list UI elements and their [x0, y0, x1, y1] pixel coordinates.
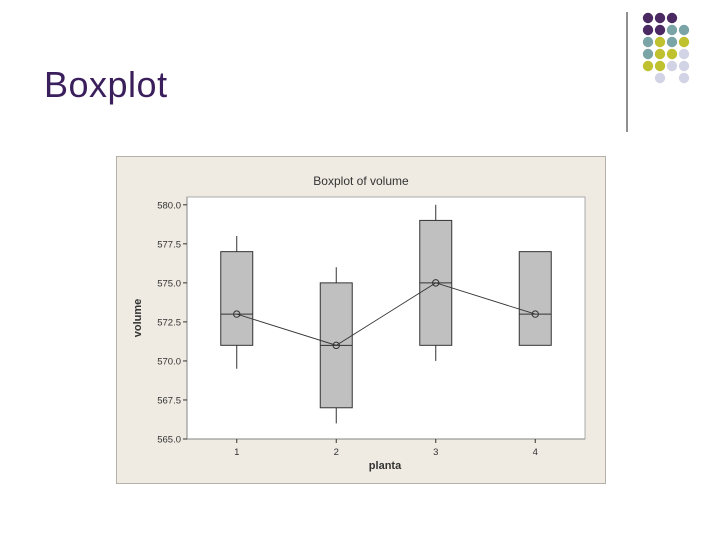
y-tick-label: 572.5	[157, 317, 181, 328]
x-axis-label: planta	[369, 460, 402, 472]
x-tick-label: 2	[334, 447, 339, 458]
decorative-dot	[654, 60, 666, 72]
mean-marker	[432, 279, 440, 287]
decorative-dot	[678, 60, 690, 72]
decorative-dot	[678, 72, 690, 84]
decorative-dot	[654, 72, 666, 84]
box-planta-2	[319, 267, 353, 424]
plot-border	[186, 196, 586, 440]
boxplot-chart: Boxplot of volume 565.0 567.5 570.0 572.5 57…	[132, 174, 586, 472]
decorative-dot	[678, 24, 690, 36]
chart-title: Boxplot of volume	[313, 174, 409, 188]
box-layer	[220, 204, 552, 424]
decorative-dot	[642, 36, 654, 48]
axis-layer: 565.0 567.5 570.0 572.5 575.0 577.5 580.0 1 2 3 4	[157, 196, 586, 458]
y-axis-label: volume	[132, 299, 144, 338]
decorative-dot	[654, 24, 666, 36]
box-body	[518, 251, 552, 346]
y-tick-label: 570.0	[157, 356, 181, 367]
decorative-dot	[642, 24, 654, 36]
box-planta-4	[518, 251, 552, 346]
decorative-dot	[654, 12, 666, 24]
decorative-dot	[666, 24, 678, 36]
x-tick-label: 3	[433, 447, 438, 458]
decorative-dot	[678, 48, 690, 60]
decorative-dot	[678, 36, 690, 48]
decorative-dot	[666, 48, 678, 60]
dot-grid	[642, 12, 690, 84]
y-tick-label: 577.5	[157, 239, 181, 250]
decorative-dot	[666, 36, 678, 48]
decorative-dot	[654, 48, 666, 60]
y-tick-label: 567.5	[157, 395, 181, 406]
y-tick-label: 565.0	[157, 435, 181, 446]
decorative-dot	[666, 60, 678, 72]
plot-area	[187, 197, 585, 439]
mean-marker	[531, 310, 539, 318]
box-body	[220, 251, 254, 346]
mean-line-layer	[233, 279, 539, 350]
mean-marker	[332, 341, 340, 350]
mean-connect-line	[236, 282, 536, 346]
decorative-dot	[666, 12, 678, 24]
decorative-dots	[626, 12, 690, 132]
decorative-dot	[642, 48, 654, 60]
decorative-dot	[642, 12, 654, 24]
mean-marker	[233, 310, 241, 318]
x-tick-label: 4	[533, 447, 538, 458]
decorative-dot	[654, 36, 666, 48]
x-tick-label: 1	[234, 447, 239, 458]
box-planta-1	[220, 236, 254, 369]
y-tick-label: 580.0	[157, 200, 181, 211]
decorative-dot	[642, 60, 654, 72]
chart-frame: Boxplot of volume 565.0 567.5 570.0 572.5 57…	[116, 156, 606, 484]
y-tick-label: 575.0	[157, 278, 181, 289]
slide-title: Boxplot	[44, 64, 168, 105]
